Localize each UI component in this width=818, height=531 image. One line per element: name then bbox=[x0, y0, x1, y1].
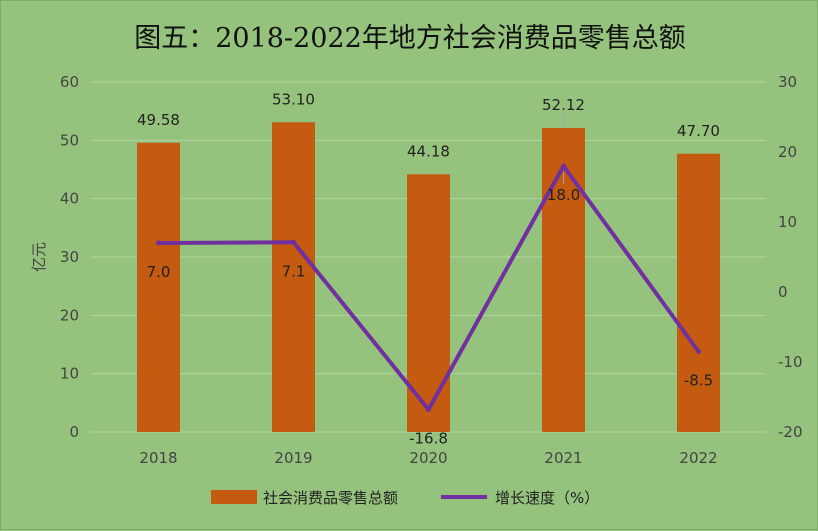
line-point-2018 bbox=[156, 240, 161, 246]
legend-label-bar: 社会消费品零售总额 bbox=[263, 489, 398, 507]
line-label-2020: -16.8 bbox=[409, 430, 448, 448]
bar-label-2022: 47.70 bbox=[677, 122, 720, 140]
line-label-2021: 18.0 bbox=[547, 186, 580, 204]
x-tick-label-0: 2018 bbox=[139, 449, 177, 467]
line-point-2022 bbox=[696, 349, 701, 354]
data-labels: 49.58 53.10 44.18 52.12 47.70 7.0 7.1 -16.8 18.0… bbox=[137, 90, 720, 447]
bar-label-2018: 49.58 bbox=[137, 111, 180, 129]
left-tick-label-3: 30 bbox=[60, 248, 79, 266]
right-tick-label-1: -10 bbox=[778, 353, 803, 371]
left-tick-label-4: 40 bbox=[60, 190, 79, 208]
x-tick-label-1: 2019 bbox=[274, 449, 312, 467]
line-series bbox=[156, 163, 701, 413]
line-label-2019: 7.1 bbox=[282, 262, 306, 280]
x-tick-label-3: 2021 bbox=[544, 449, 582, 467]
line-point-2020 bbox=[426, 407, 431, 413]
line-label-2022: -8.5 bbox=[684, 372, 713, 390]
bar-2022 bbox=[677, 153, 720, 432]
left-tick-label-6: 60 bbox=[60, 73, 79, 91]
bar-label-2020: 44.18 bbox=[407, 142, 450, 160]
x-axis-ticks: 2018 2019 2020 2021 2022 bbox=[139, 449, 717, 467]
left-tick-label-1: 10 bbox=[60, 365, 79, 383]
chart-title: 图五：2018-2022年地方社会消费品零售总额 bbox=[134, 23, 686, 54]
line-point-2021 bbox=[561, 163, 566, 169]
right-tick-label-4: 20 bbox=[778, 143, 797, 161]
bar-series bbox=[137, 122, 720, 433]
bar-label-2019: 53.10 bbox=[272, 90, 315, 108]
legend-swatch-bar bbox=[211, 490, 257, 504]
line-point-2019 bbox=[291, 239, 296, 245]
right-tick-label-0: -20 bbox=[778, 423, 803, 441]
x-tick-label-2: 2020 bbox=[409, 449, 447, 467]
legend: 社会消费品零售总额 增长速度（%） bbox=[211, 489, 599, 507]
y-axis-title: 亿元 bbox=[30, 242, 48, 272]
line-label-2018: 7.0 bbox=[147, 263, 171, 281]
right-tick-label-2: 0 bbox=[778, 283, 788, 301]
left-tick-label-0: 0 bbox=[69, 423, 79, 441]
bar-label-2021: 52.12 bbox=[542, 96, 585, 114]
right-axis-ticks: -20 -10 0 10 20 30 bbox=[778, 73, 803, 441]
right-tick-label-5: 30 bbox=[778, 73, 797, 91]
legend-label-line: 增长速度（%） bbox=[495, 489, 599, 507]
left-tick-label-5: 50 bbox=[60, 131, 79, 149]
left-axis-ticks: 0 10 20 30 40 50 60 bbox=[60, 73, 79, 441]
x-tick-label-4: 2022 bbox=[679, 449, 717, 467]
bar-2018 bbox=[137, 142, 180, 433]
right-tick-label-3: 10 bbox=[778, 213, 797, 231]
left-tick-label-2: 20 bbox=[60, 306, 79, 324]
bar-2019 bbox=[272, 122, 315, 432]
